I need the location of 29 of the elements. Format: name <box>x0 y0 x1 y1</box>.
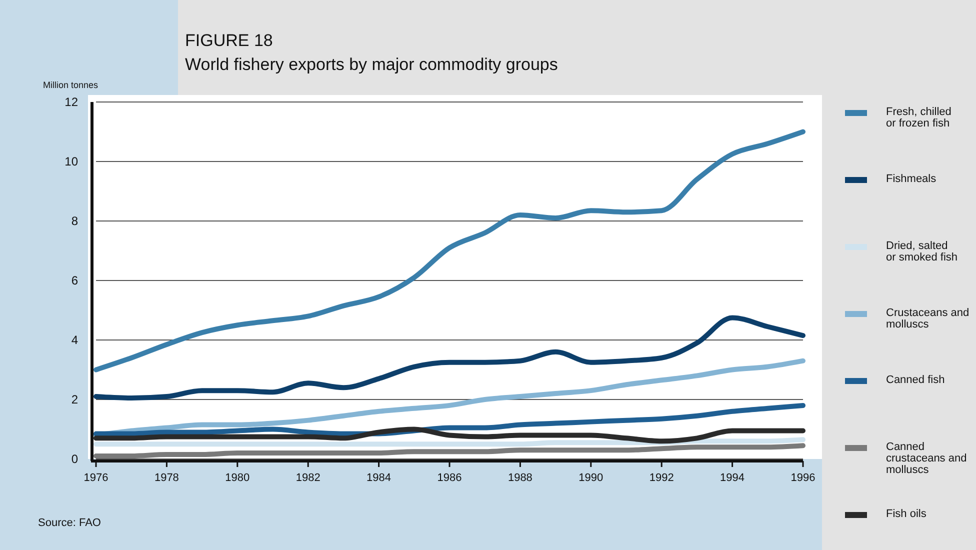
x-tick-label: 1988 <box>508 472 532 484</box>
x-tick-label: 1978 <box>154 472 179 484</box>
legend-label: Canned crustaceans and molluscs <box>886 440 967 476</box>
chart-subtitle: World fishery exports by major commodity groups <box>185 55 558 74</box>
y-tick-label: 0 <box>71 452 78 466</box>
legend-label: Dried, salted or smoked fish <box>886 240 958 264</box>
x-tick-label: 1984 <box>366 472 392 484</box>
legend-label: Fresh, chilled or frozen fish <box>886 106 952 130</box>
chart-title: FIGURE 18 <box>185 31 273 50</box>
x-tick-label: 1992 <box>649 472 674 484</box>
y-tick-label: 8 <box>71 214 78 228</box>
y-tick-label: 10 <box>64 154 78 169</box>
legend-label: Fish oils <box>886 508 927 520</box>
y-tick-label: 6 <box>71 274 78 288</box>
x-tick-label: 1990 <box>578 472 604 484</box>
legend-label: Canned fish <box>886 374 945 386</box>
y-tick-label: 4 <box>71 333 78 348</box>
legend-label: Crustaceans and molluscs <box>886 306 970 330</box>
y-axis-title: Million tonnes <box>42 80 98 90</box>
y-tick-label: 2 <box>71 392 78 407</box>
source-note: Source: FAO <box>38 517 102 529</box>
x-tick-label: 1980 <box>225 472 250 484</box>
x-tick-label: 1982 <box>296 472 320 484</box>
x-tick-label: 1994 <box>720 472 745 484</box>
y-tick-label: 12 <box>64 95 78 110</box>
x-tick-label: 1976 <box>84 472 108 484</box>
x-tick-label: 1986 <box>437 472 462 484</box>
x-tick-label: 1996 <box>790 472 816 484</box>
legend-label: Fishmeals <box>886 172 937 185</box>
